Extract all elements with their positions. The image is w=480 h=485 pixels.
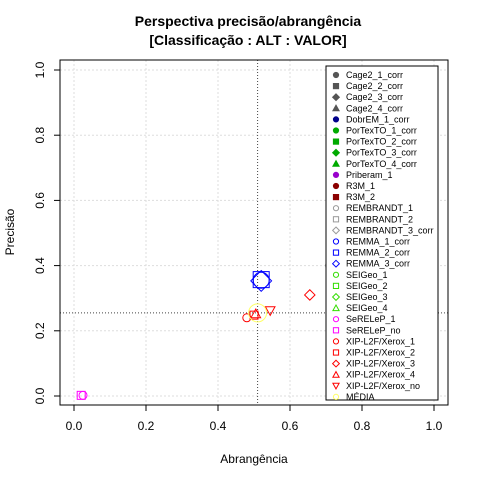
legend-label: R3M_2 bbox=[346, 192, 375, 202]
data-point bbox=[248, 303, 268, 323]
legend-label: REMMA_1_corr bbox=[346, 237, 410, 247]
legend-marker bbox=[332, 182, 340, 190]
legend-label: PorTexTO_4_corr bbox=[346, 159, 417, 169]
legend-label: SeRELeP_no bbox=[346, 325, 401, 335]
legend-marker bbox=[332, 327, 340, 334]
legend-label: Priberam_1 bbox=[346, 170, 393, 180]
legend-label: Cage2_1_corr bbox=[346, 70, 403, 80]
y-axis: 0.0 0.2 0.4 0.6 0.8 1.0 bbox=[33, 61, 60, 404]
y-tick-label: 0.8 bbox=[33, 127, 47, 144]
legend-label: REMBRANDT_3_corr bbox=[346, 225, 434, 235]
reference-lines bbox=[60, 60, 448, 405]
data-point bbox=[303, 289, 316, 301]
x-tick-label: 0.0 bbox=[66, 419, 83, 433]
y-tick-label: 0.2 bbox=[33, 322, 47, 339]
legend-marker bbox=[331, 148, 341, 157]
legend-label: XIP-L2F/Xerox_4 bbox=[346, 370, 415, 380]
legend-marker bbox=[332, 116, 340, 123]
legend-label: SEIGeo_4 bbox=[346, 303, 388, 313]
legend-marker bbox=[332, 205, 340, 212]
legend: Cage2_1_corrCage2_2_corrCage2_3_corrCage… bbox=[325, 65, 439, 402]
y-axis-label: Precisão bbox=[3, 208, 17, 255]
legend-marker bbox=[331, 226, 341, 235]
x-tick-label: 0.2 bbox=[138, 419, 155, 433]
legend-label: MÉDIA bbox=[346, 392, 375, 402]
data-points bbox=[76, 261, 335, 400]
legend-marker bbox=[332, 104, 340, 112]
y-tick-label: 0.4 bbox=[33, 257, 47, 274]
legend-marker bbox=[332, 316, 340, 323]
legend-marker bbox=[332, 171, 340, 178]
legend-marker bbox=[331, 93, 341, 102]
legend-marker bbox=[331, 292, 341, 302]
legend-marker bbox=[332, 249, 340, 256]
legend-marker bbox=[332, 370, 340, 378]
chart-subtitle: [Classificação : ALT : VALOR] bbox=[149, 32, 346, 48]
legend-label: DobrEM_1_corr bbox=[346, 114, 410, 124]
legend-marker bbox=[332, 216, 340, 223]
data-point bbox=[249, 310, 259, 320]
legend-marker bbox=[332, 282, 340, 289]
x-axis-label: Abrangência bbox=[220, 452, 288, 466]
legend-label: PorTexTO_3_corr bbox=[346, 148, 417, 158]
legend-marker bbox=[332, 238, 340, 245]
data-point bbox=[250, 269, 273, 293]
legend-marker bbox=[332, 83, 340, 90]
data-point bbox=[76, 390, 86, 400]
plot-frame bbox=[59, 59, 449, 406]
legend-marker bbox=[332, 71, 340, 79]
data-point bbox=[78, 390, 88, 400]
chart-title: Perspectiva precisão/abrangência bbox=[135, 13, 362, 29]
legend-marker bbox=[332, 194, 340, 201]
legend-marker bbox=[332, 127, 340, 134]
legend-label: REMMA_3_corr bbox=[346, 259, 410, 269]
x-axis: 0.0 0.2 0.4 0.6 0.8 1.0 bbox=[66, 405, 443, 433]
legend-marker bbox=[332, 138, 340, 145]
legend-label: SEIGeo_1 bbox=[346, 270, 388, 280]
legend-label: XIP-L2F/Xerox_3 bbox=[346, 359, 415, 369]
legend-label: SEIGeo_3 bbox=[346, 292, 388, 302]
legend-marker bbox=[332, 382, 340, 390]
y-tick-label: 0.0 bbox=[33, 387, 47, 404]
x-tick-label: 0.4 bbox=[210, 419, 227, 433]
y-tick-label: 0.6 bbox=[33, 192, 47, 209]
legend-label: PorTexTO_2_corr bbox=[346, 137, 417, 147]
legend-label: XIP-L2F/Xerox_1 bbox=[346, 336, 415, 346]
legend-marker bbox=[332, 349, 340, 356]
x-tick-label: 1.0 bbox=[426, 419, 443, 433]
y-tick-label: 1.0 bbox=[33, 61, 47, 78]
legend-label: Cage2_3_corr bbox=[346, 92, 403, 102]
legend-marker bbox=[332, 338, 340, 345]
legend-label: XIP-L2F/Xerox_2 bbox=[346, 348, 415, 358]
legend-label: XIP-L2F/Xerox_no bbox=[346, 381, 420, 391]
legend-label: Cage2_2_corr bbox=[346, 81, 403, 91]
data-point bbox=[250, 308, 262, 319]
data-point bbox=[252, 271, 270, 289]
legend-marker bbox=[331, 259, 341, 268]
legend-label: SeRELeP_1 bbox=[346, 314, 396, 324]
x-tick-label: 0.8 bbox=[354, 419, 371, 433]
x-tick-label: 0.6 bbox=[282, 419, 299, 433]
legend-label: SEIGeo_2 bbox=[346, 281, 388, 291]
legend-box bbox=[325, 65, 439, 401]
legend-label: REMBRANDT_2 bbox=[346, 214, 413, 224]
legend-marker bbox=[332, 303, 340, 312]
legend-marker bbox=[332, 393, 340, 400]
legend-label: R3M_1 bbox=[346, 181, 375, 191]
legend-label: PorTexTO_1_corr bbox=[346, 126, 417, 136]
data-point bbox=[264, 306, 276, 317]
legend-label: Cage2_4_corr bbox=[346, 103, 403, 113]
legend-marker bbox=[332, 159, 340, 167]
legend-marker bbox=[332, 271, 340, 278]
legend-marker bbox=[331, 359, 341, 368]
legend-label: REMBRANDT_1 bbox=[346, 203, 413, 213]
legend-label: REMMA_2_corr bbox=[346, 248, 410, 258]
